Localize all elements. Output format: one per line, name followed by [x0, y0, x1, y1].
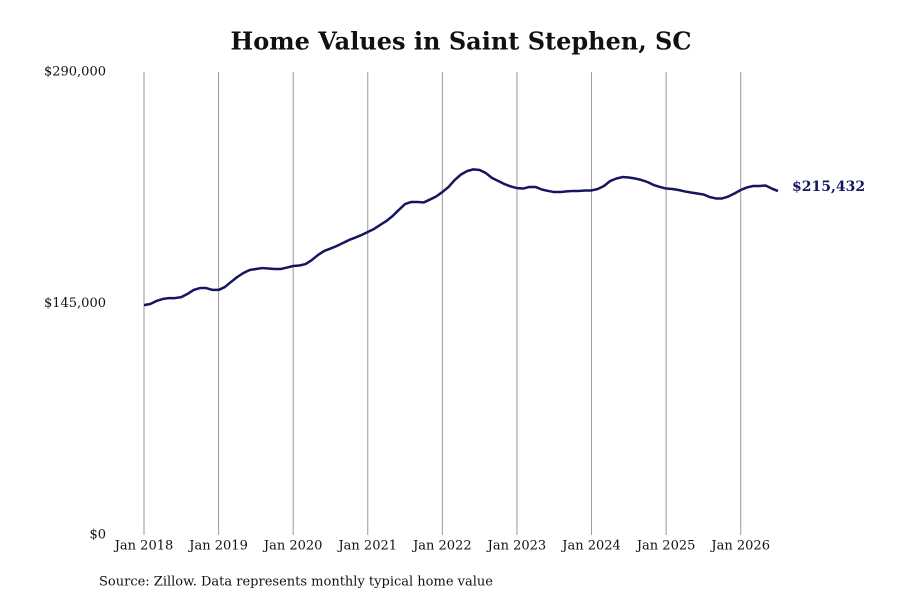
x-tick-label: Jan 2020	[262, 539, 323, 554]
x-tick-label: Jan 2019	[187, 539, 248, 554]
source-note: Source: Zillow. Data represents monthly …	[99, 575, 493, 590]
x-tick-label: Jan 2018	[113, 539, 174, 554]
line	[143, 168, 779, 307]
x-tick-label: Jan 2021	[336, 539, 397, 554]
x-tick-label: Jan 2026	[709, 539, 770, 554]
y-tick-label: $290,000	[44, 65, 106, 80]
value-label: $215,432	[792, 179, 865, 195]
y-tick-label: $145,000	[44, 296, 106, 311]
x-tick-label: Jan 2022	[411, 539, 472, 554]
x-tick-label: Jan 2024	[560, 539, 621, 554]
x-tick-label: Jan 2023	[486, 539, 547, 554]
y-tick-label: $0	[89, 528, 106, 543]
chart-title: Home Values in Saint Stephen, SC	[231, 27, 692, 56]
x-tick-label: Jan 2025	[635, 539, 696, 554]
